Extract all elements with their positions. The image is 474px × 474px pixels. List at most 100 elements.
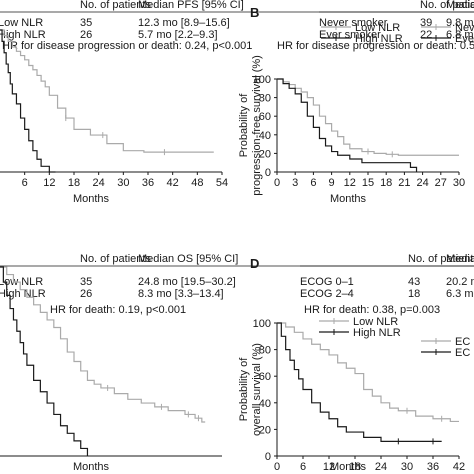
survival-curve — [277, 322, 459, 423]
table-cell: 18 — [408, 288, 420, 300]
table-cell: 35 — [80, 276, 92, 288]
x-tick-label: 18 — [68, 177, 80, 189]
survival-curve — [0, 266, 206, 423]
table-row-label: ECOG 2–4 — [300, 288, 354, 300]
table-cell: 6.8 mo [4.4– — [446, 29, 474, 41]
table-cell: 43 — [408, 276, 420, 288]
y-tick-label: 40 — [259, 398, 271, 410]
y-axis-label-line: Probability of — [238, 357, 250, 422]
y-axis-label: Probability ofprogression-free survival … — [238, 55, 263, 196]
y-tick-label: 0 — [265, 451, 271, 463]
hazard-ratio-text: HR for disease progression or death: 0.5… — [277, 40, 474, 52]
table-cell: 6.3 mo [0.8– — [446, 288, 474, 300]
table-cell: 24.8 mo [19.5–30.2] — [138, 276, 236, 288]
table-row-label: ECOG 0–1 — [300, 276, 354, 288]
y-axis-label-line: progression-free survival (%) — [251, 55, 263, 196]
y-tick-label: 20 — [259, 424, 271, 436]
x-tick-label: 18 — [380, 177, 392, 189]
legend-label: Low NLR — [353, 316, 398, 328]
table-header: Median PFS [95% — [446, 0, 474, 11]
x-tick-label: 6 — [310, 177, 316, 189]
x-tick-label: 36 — [142, 177, 154, 189]
table-header: Median OS [95 — [446, 253, 474, 265]
hazard-ratio-text: HR for death: 0.19, p<0.001 — [50, 304, 186, 316]
survival-curve — [277, 78, 418, 172]
x-axis-label: Months — [73, 193, 110, 205]
y-tick-label: 60 — [259, 371, 271, 383]
table-row-label: High NLR — [0, 288, 46, 300]
legend-label: Neve — [455, 22, 474, 34]
hazard-ratio-text: HR for death: 0.38, p=0.003 — [304, 304, 440, 316]
x-tick-label: 36 — [427, 461, 439, 473]
y-tick-label: 0 — [265, 167, 271, 179]
y-tick-label: 20 — [259, 148, 271, 160]
x-tick-label: 42 — [167, 177, 179, 189]
survival-curve — [0, 266, 89, 456]
y-tick-label: 100 — [253, 74, 271, 86]
y-axis-label-line: overall survival (%) — [251, 343, 263, 436]
legend-label: EC — [455, 336, 470, 348]
hazard-ratio-text: HR for disease progression or death: 0.2… — [2, 40, 252, 52]
table-row-label: High NLR — [0, 29, 46, 41]
legend-label: Low NLR — [355, 22, 400, 34]
y-tick-label: 40 — [259, 130, 271, 142]
y-axis-label-line: Probability of — [238, 93, 250, 158]
y-axis-label: Probability ofoverall survival (%) — [238, 343, 263, 436]
table-cell: 35 — [80, 17, 92, 29]
table-cell: 8.3 mo [3.3–13.4] — [138, 288, 224, 300]
x-tick-label: 3 — [292, 177, 298, 189]
y-tick-label: 100 — [253, 318, 271, 330]
table-row-label: Ever smoker — [319, 29, 381, 41]
x-axis-label: Months — [73, 461, 110, 473]
x-tick-label: 12 — [344, 177, 356, 189]
x-tick-label: 15 — [362, 177, 374, 189]
legend-label: Ever — [455, 33, 474, 45]
table-cell: 26 — [80, 288, 92, 300]
table-cell: 39 — [420, 17, 432, 29]
x-tick-label: 54 — [216, 177, 228, 189]
table-header: No. of patients — [80, 253, 151, 265]
legend-label: High NLR — [355, 33, 403, 45]
x-tick-label: 24 — [416, 177, 428, 189]
x-tick-label: 18 — [349, 461, 361, 473]
survival-curve — [277, 322, 442, 442]
x-tick-label: 0 — [274, 461, 280, 473]
panel-label: D — [250, 256, 259, 271]
x-tick-label: 9 — [329, 177, 335, 189]
x-tick-label: 48 — [191, 177, 203, 189]
x-tick-label: 6 — [22, 177, 28, 189]
table-header: Median OS [95% CI] — [138, 253, 238, 265]
x-tick-label: 27 — [435, 177, 447, 189]
panel-label: B — [250, 5, 259, 20]
table-header: No. of patients — [420, 0, 474, 11]
x-tick-label: 21 — [398, 177, 410, 189]
y-tick-label: 80 — [259, 345, 271, 357]
x-tick-label: 12 — [323, 461, 335, 473]
table-row-label: Low NLR — [0, 276, 43, 288]
x-tick-label: 30 — [401, 461, 413, 473]
x-tick-label: 30 — [117, 177, 129, 189]
x-tick-label: 6 — [300, 461, 306, 473]
x-tick-label: 24 — [375, 461, 387, 473]
table-cell: 12.3 mo [8.9–15.6] — [138, 17, 230, 29]
table-row-label: Low NLR — [0, 17, 43, 29]
table-cell: 20.2 mo [15.7– — [446, 276, 474, 288]
legend-label: EC — [455, 347, 470, 359]
x-tick-label: 30 — [453, 177, 465, 189]
table-header: No. of patients — [80, 0, 151, 11]
survival-curve — [277, 78, 459, 156]
x-axis-label: Months — [330, 461, 367, 473]
x-axis-label: Months — [330, 193, 367, 205]
survival-curve — [0, 29, 214, 153]
y-tick-label: 80 — [259, 93, 271, 105]
table-row-label: Never smoker — [319, 17, 388, 29]
table-cell: 26 — [80, 29, 92, 41]
survival-curve — [0, 29, 56, 173]
table-header: Median PFS [95% CI] — [138, 0, 244, 11]
y-tick-label: 60 — [259, 111, 271, 123]
